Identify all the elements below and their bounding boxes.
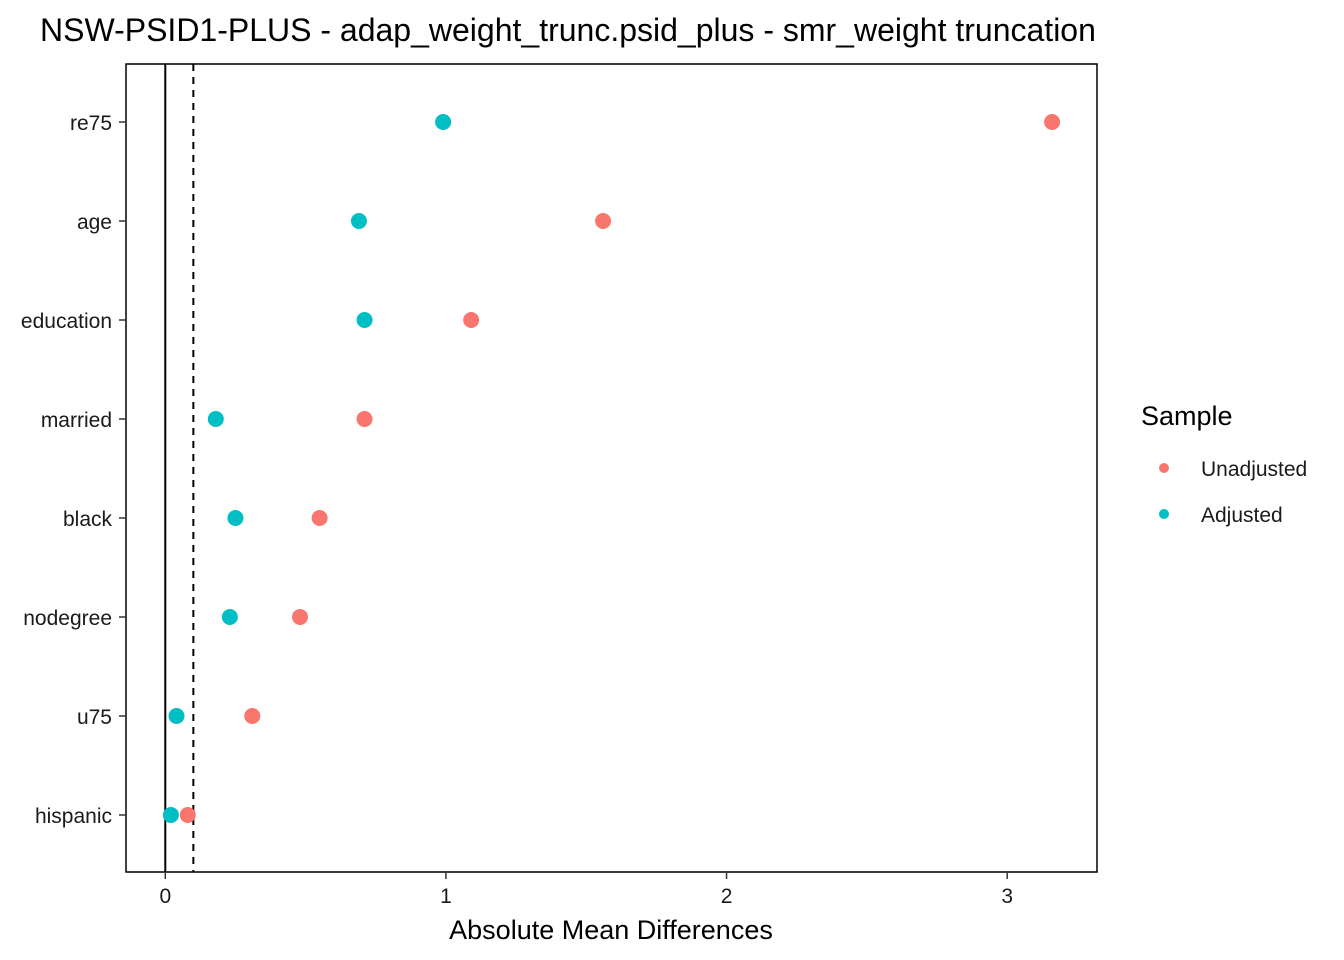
y-tick-label: education <box>21 310 112 333</box>
point-unadjusted-u75 <box>244 708 261 724</box>
legend-key-adjusted <box>1159 509 1169 519</box>
reference-lines <box>164 64 195 872</box>
legend-title: Sample <box>1141 401 1233 431</box>
point-unadjusted-black <box>311 510 328 526</box>
point-adjusted-re75 <box>435 114 452 130</box>
point-unadjusted-hispanic <box>179 807 196 823</box>
point-adjusted-u75 <box>168 708 185 724</box>
x-tick-label: 0 <box>159 885 171 908</box>
legend-label-adjusted: Adjusted <box>1201 504 1283 527</box>
legend-label-unadjusted: Unadjusted <box>1201 458 1307 481</box>
point-adjusted-age <box>350 213 367 229</box>
point-adjusted-nodegree <box>221 609 238 625</box>
y-axis: re75 age education married black nodegree u75 h… <box>21 112 126 828</box>
data-points <box>162 114 1061 823</box>
point-adjusted-married <box>207 411 224 427</box>
point-adjusted-black <box>227 510 244 526</box>
legend-key-unadjusted <box>1159 463 1169 473</box>
x-tick-label: 3 <box>1001 885 1013 908</box>
x-tick-label: 1 <box>440 885 452 908</box>
y-tick-label: married <box>41 409 112 432</box>
point-unadjusted-age <box>595 213 612 229</box>
point-adjusted-hispanic <box>162 807 179 823</box>
y-tick-label: nodegree <box>23 607 112 630</box>
legend: Sample Unadjusted Adjusted <box>1141 401 1307 527</box>
y-tick-label: age <box>77 211 112 234</box>
y-tick-label: u75 <box>77 706 112 729</box>
y-tick-label: hispanic <box>35 805 112 828</box>
point-unadjusted-re75 <box>1044 114 1061 130</box>
point-unadjusted-nodegree <box>291 609 308 625</box>
y-tick-label: black <box>63 508 113 531</box>
plot-panel <box>125 63 1098 873</box>
x-axis-title: Absolute Mean Differences <box>449 915 773 945</box>
x-tick-label: 2 <box>721 885 733 908</box>
point-unadjusted-education <box>463 312 480 328</box>
point-adjusted-education <box>356 312 373 328</box>
y-tick-label: re75 <box>70 112 112 135</box>
point-unadjusted-married <box>356 411 373 427</box>
chart-title: NSW-PSID1-PLUS - adap_weight_trunc.psid_… <box>40 12 1096 48</box>
x-axis: 0 1 2 3 <box>159 872 1013 908</box>
